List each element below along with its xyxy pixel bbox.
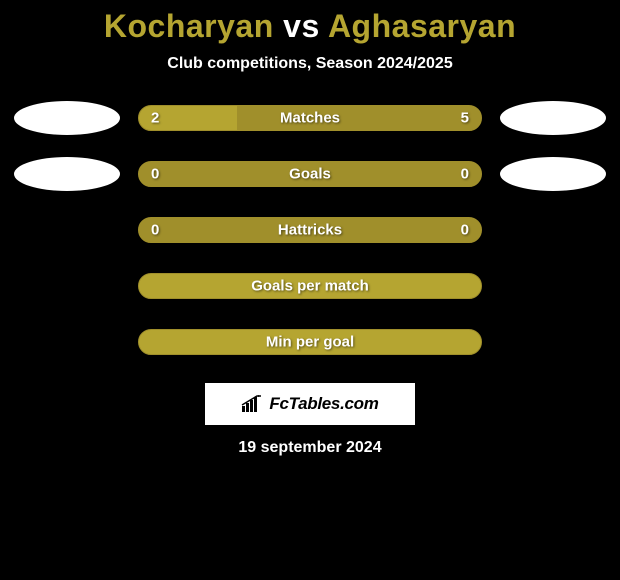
stat-bar: Goals per match [138, 273, 482, 299]
title-player-right: Aghasaryan [328, 8, 516, 44]
player-right-marker [500, 101, 606, 135]
comparison-infographic: Kocharyan vs Aghasaryan Club competition… [0, 0, 620, 457]
stat-row: 2 5 Matches [0, 101, 620, 135]
bar-chart-icon [241, 395, 263, 413]
title-player-left: Kocharyan [104, 8, 274, 44]
stat-row: Min per goal [0, 325, 620, 359]
stat-label: Goals [289, 166, 331, 183]
stat-bar: 0 0 Goals [138, 161, 482, 187]
date-text: 19 september 2024 [238, 439, 381, 457]
stat-label: Min per goal [266, 334, 354, 351]
stat-value-right: 5 [461, 110, 469, 127]
stat-row: 0 0 Goals [0, 157, 620, 191]
stat-label: Hattricks [278, 222, 342, 239]
title-vs: vs [283, 8, 320, 44]
watermark: FcTables.com [205, 383, 415, 425]
player-right-marker [500, 157, 606, 191]
stat-value-right: 0 [461, 166, 469, 183]
stat-rows: 2 5 Matches 0 0 Goals 0 0 Hattricks Goals per mat… [0, 101, 620, 359]
page-title: Kocharyan vs Aghasaryan [104, 8, 516, 45]
stat-label: Goals per match [251, 278, 369, 295]
stat-label: Matches [280, 110, 340, 127]
stat-value-left: 2 [151, 110, 159, 127]
stat-bar: 2 5 Matches [138, 105, 482, 131]
stat-bar: Min per goal [138, 329, 482, 355]
stat-value-left: 0 [151, 222, 159, 239]
stat-value-left: 0 [151, 166, 159, 183]
player-left-marker [14, 101, 120, 135]
subtitle: Club competitions, Season 2024/2025 [167, 55, 452, 73]
stat-row: 0 0 Hattricks [0, 213, 620, 247]
stat-row: Goals per match [0, 269, 620, 303]
stat-value-right: 0 [461, 222, 469, 239]
stat-bar: 0 0 Hattricks [138, 217, 482, 243]
player-left-marker [14, 157, 120, 191]
watermark-text: FcTables.com [269, 394, 378, 414]
